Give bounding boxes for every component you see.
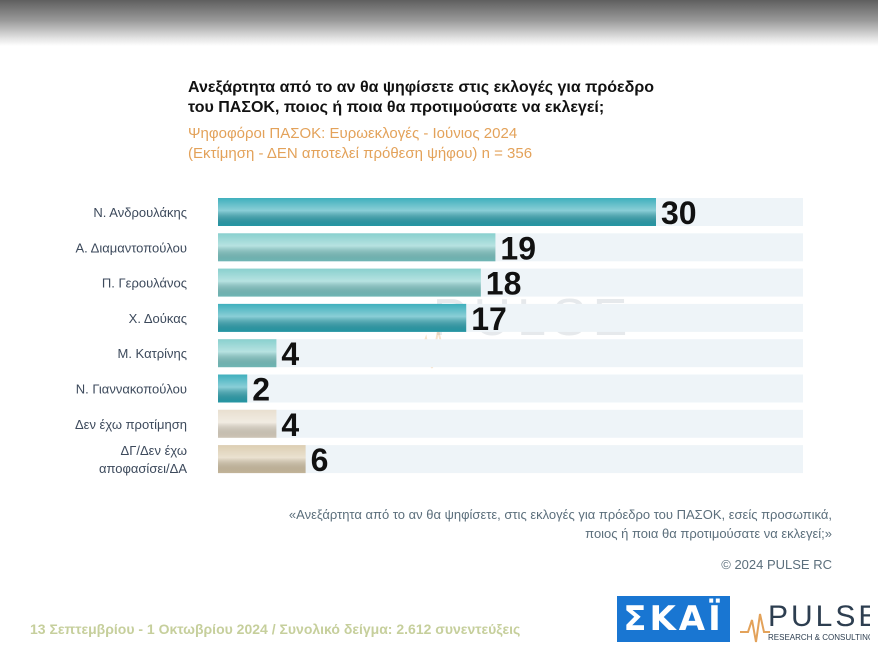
row-background <box>218 445 803 474</box>
row-background <box>218 409 803 438</box>
chart-title-line: Ανεξάρτητα από το αν θα ψηφίσετε στις εκ… <box>188 79 655 96</box>
category-label: Μ. Κατρίνης <box>118 346 188 361</box>
bar-shine <box>218 374 248 403</box>
category-label: Α. Διαμαντοπούλου <box>75 240 187 255</box>
value-label: 30 <box>661 195 697 231</box>
bar-shine <box>218 198 656 226</box>
chart-title-line: του ΠΑΣΟΚ, ποιος ή ποια θα προτιμούσατε … <box>188 99 605 116</box>
category-label: Χ. Δούκας <box>129 311 187 326</box>
question-note-line: «Ανεξάρτητα από το αν θα ψηφίσετε, στις … <box>288 507 832 522</box>
category-label: Π. Γερουλάνος <box>102 276 187 291</box>
bar-chart: PULSERESEARCH & CONSULTING Ν. Ανδρουλάκη… <box>75 195 803 478</box>
top-gradient-bar <box>0 0 878 46</box>
bar-shine <box>218 303 467 332</box>
row-background <box>218 339 803 368</box>
category-label-line: ΔΓ/Δεν έχω <box>121 443 187 458</box>
pulse-logo-tagline: RESEARCH & CONSULTING <box>768 633 870 642</box>
question-note-line: ποιος ή ποια θα προτιμούσατε να εκλεγεί;… <box>585 526 832 541</box>
value-label: 4 <box>281 336 299 372</box>
category-label: Δεν έχω προτίμηση <box>75 417 187 432</box>
bar-shine <box>218 339 277 368</box>
pulse-wave-icon <box>740 613 770 643</box>
bar-shine <box>218 409 277 438</box>
skai-logo: ΣΚΑΪ <box>617 596 730 642</box>
bar-shine <box>218 445 306 474</box>
bar-shine <box>218 233 496 262</box>
value-label: 17 <box>471 301 507 337</box>
chart-title: Ανεξάρτητα από το αν θα ψηφίσετε στις εκ… <box>188 78 748 118</box>
value-label: 4 <box>281 407 299 443</box>
value-label: 18 <box>486 266 522 302</box>
value-label: 6 <box>311 442 329 478</box>
row-background <box>218 374 803 403</box>
bar-shine <box>218 268 481 297</box>
copyright: © 2024 PULSE RC <box>721 557 832 572</box>
pulse-logo-wordmark: PULSE <box>768 600 870 633</box>
value-label: 2 <box>252 372 270 408</box>
category-label: Ν. Γιαννακοπούλου <box>76 382 187 397</box>
category-label-line: αποφασίσει/ΔΑ <box>99 461 187 476</box>
question-note: «Ανεξάρτητα από το αν θα ψηφίσετε, στις … <box>192 505 832 543</box>
value-label: 19 <box>500 230 536 266</box>
category-label: ΔΓ/Δεν έχω αποφασίσει/ΔΑ <box>99 443 187 476</box>
category-label: Ν. Ανδρουλάκης <box>93 205 187 220</box>
footer-sample-info: 13 Σεπτεμβρίου - 1 Οκτωβρίου 2024 / Συνο… <box>30 621 521 637</box>
chart-subtitle-line: Ψηφοφόροι ΠΑΣΟΚ: Ευρωεκλογές - Ιούνιος 2… <box>188 125 518 142</box>
pulse-logo: PULSE RESEARCH & CONSULTING <box>740 600 870 643</box>
chart-subtitle-line: (Εκτίμηση - ΔΕΝ αποτελεί πρόθεση ψήφου) … <box>188 145 533 162</box>
